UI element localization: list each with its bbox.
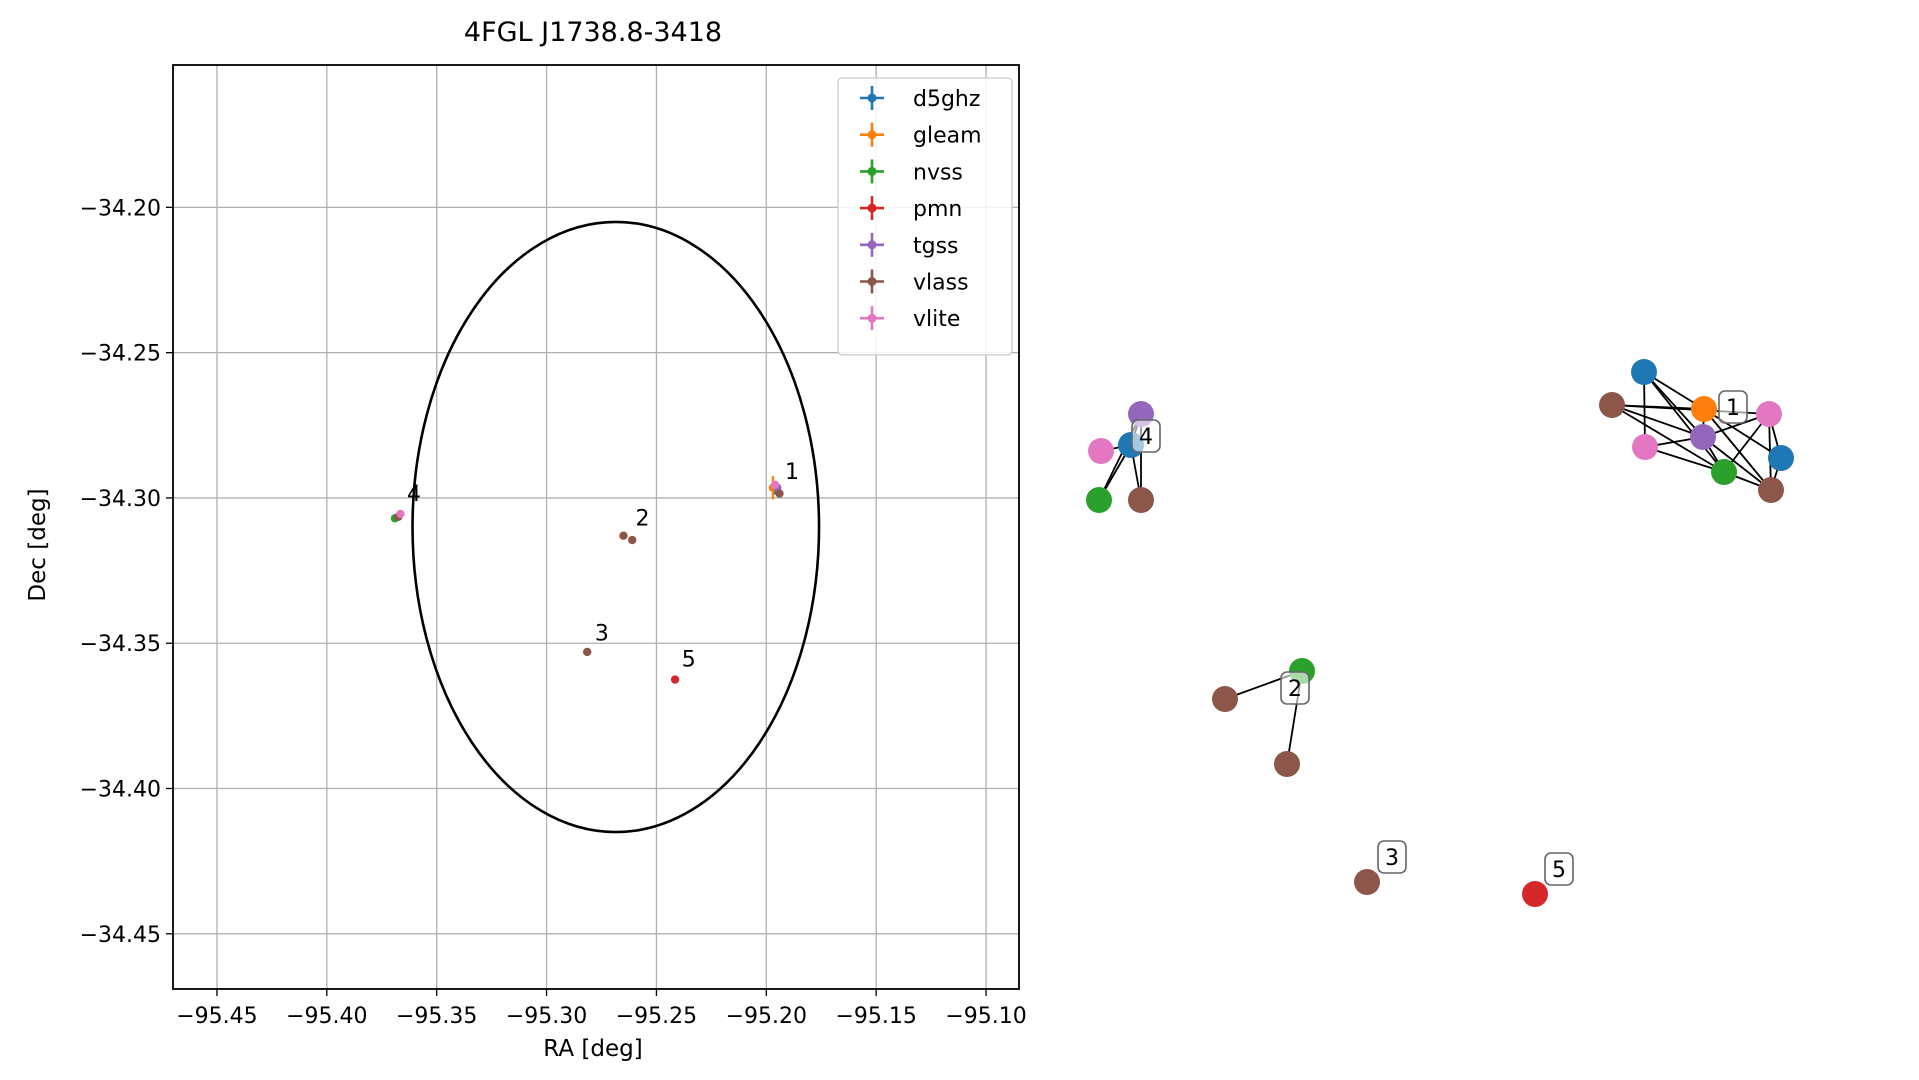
y-axis-ticks: −34.20 −34.25 −34.30 −34.35 −34.40 −34.45 [80,196,173,948]
graph-node [1758,477,1784,503]
legend-entry-nvss: nvss [913,160,963,185]
data-point-pmn [670,675,680,684]
x-tick-label: −95.35 [396,1004,477,1029]
x-tick-label: −95.10 [945,1004,1026,1029]
graph-node [1088,438,1114,464]
cluster-label: 5 [1552,858,1566,883]
graph-node [1711,459,1737,485]
legend-marker-dot [867,166,877,176]
legend-marker-dot [867,130,877,140]
cluster-label: 3 [1385,846,1399,871]
graph-edge [1644,446,1725,473]
y-axis-label: Dec [deg] [25,488,51,601]
cluster-label-box [1544,852,1574,886]
graph-edge [1611,404,1704,438]
point-label: 2 [636,507,650,532]
y-tick-label: −34.40 [80,778,161,803]
graph-node [1522,881,1548,907]
data-points [390,476,784,684]
legend-box [837,77,1013,356]
y-tick-label: −34.25 [80,342,161,367]
legend-entry-vlite: vlite [913,307,960,332]
graph-node [1599,392,1625,418]
graph-node [1212,686,1238,712]
graph-edge [1703,408,1772,491]
data-point-vlass [775,489,784,498]
cluster-label: 1 [1726,396,1740,421]
graph-node [1086,487,1112,513]
graph-node [1690,424,1716,450]
cluster-label-box [1718,390,1748,424]
cluster-label-box [1377,840,1407,874]
error-ellipse [411,220,821,834]
graph-edge [1611,404,1725,473]
error-ellipse-layer [411,220,821,834]
graph-node [1354,869,1380,895]
graph-node [1631,359,1657,385]
chart-title: 4FGL J1738.8-3418 [464,17,722,48]
data-point-vlass [583,647,592,657]
graph-node [1128,487,1154,513]
y-tick-label: −34.35 [80,632,161,657]
data-point-vlass [619,531,628,540]
cluster-label-box [1131,419,1161,453]
graph-node [1274,751,1300,777]
graph-edge [1703,408,1782,459]
x-tick-label: −95.45 [176,1004,257,1029]
x-tick-label: −95.25 [616,1004,697,1029]
cluster-labels: 1 4 2 3 5 [1131,390,1748,886]
axes-frame [172,64,1020,990]
cluster-label: 2 [1288,677,1302,702]
point-label: 5 [682,647,696,672]
legend-marker-dot [867,277,877,286]
legend-entry-gleam: gleam [913,124,982,149]
grid [173,65,1019,989]
x-axis-ticks: −95.45 −95.40 −95.35 −95.30 −95.25 −95.20 −95.… [176,989,1027,1029]
x-tick-label: −95.15 [835,1004,916,1029]
point-labels: 1 2 3 4 5 [407,460,799,672]
graph-edge [1643,371,1704,438]
graph-node [1632,434,1658,460]
legend-entry-pmn: pmn [913,197,962,222]
graph-edge [1643,371,1725,473]
point-label: 4 [407,482,421,507]
data-point-vlite [770,480,780,490]
point-label: 1 [785,460,799,485]
legend-marker-dot [867,240,877,250]
graph-node [1756,401,1782,427]
graph-node [1691,396,1717,422]
y-tick-label: −34.30 [80,487,161,512]
legend-marker-dot [867,313,877,323]
cluster-label-box [1280,671,1310,705]
x-tick-label: −95.20 [726,1004,807,1029]
x-axis-label: RA [deg] [543,1036,642,1062]
legend: d5ghz gleam nvss pmn tgss vlass vlite [837,77,1013,356]
x-tick-label: −95.40 [286,1004,367,1029]
legend-marker-dot [867,93,877,103]
cluster-label: 4 [1139,425,1153,450]
legend-entry-tgss: tgss [913,234,959,259]
legend-entry-vlass: vlass [913,271,969,296]
data-point-vlite [396,509,405,519]
y-tick-label: −34.20 [80,196,161,221]
data-point-vlass [628,535,637,545]
legend-marker-dot [867,203,877,213]
match-graph-panel: 1 4 2 3 5 [1086,359,1794,907]
legend-entry-d5ghz: d5ghz [913,87,980,112]
y-tick-label: −34.45 [80,923,161,948]
point-label: 3 [595,621,609,646]
x-tick-label: −95.30 [506,1004,587,1029]
graph-edge [1702,436,1772,491]
graph-nodes [1086,359,1794,907]
graph-node [1768,445,1794,471]
